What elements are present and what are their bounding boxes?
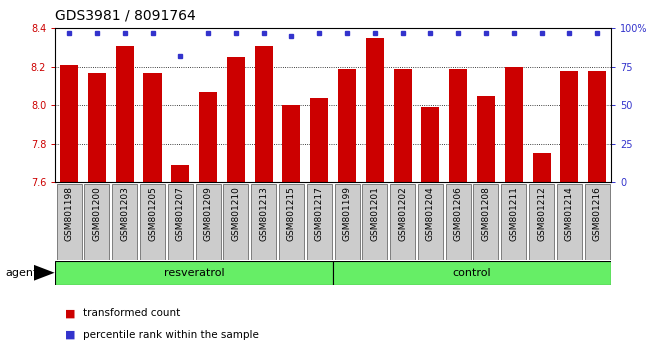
Bar (560, 71, 578, 182)
Bar (449, 69, 467, 182)
Bar (171, 165, 189, 182)
Text: GSM801200: GSM801200 (92, 186, 101, 241)
Text: GSM801211: GSM801211 (509, 186, 518, 241)
Bar (60, 65, 78, 182)
Bar (532, 153, 551, 182)
Text: transformed count: transformed count (83, 308, 181, 318)
Bar (279, 184, 304, 260)
Text: percentile rank within the sample: percentile rank within the sample (83, 330, 259, 339)
Text: GSM801208: GSM801208 (482, 186, 491, 241)
Bar (224, 184, 248, 260)
Text: GSM801198: GSM801198 (64, 186, 73, 241)
Bar (168, 184, 193, 260)
Text: ■: ■ (65, 308, 75, 318)
Bar (584, 184, 610, 260)
Text: GSM801202: GSM801202 (398, 186, 407, 241)
Bar (421, 107, 439, 182)
Bar (310, 98, 328, 182)
Bar (390, 184, 415, 260)
Bar (473, 184, 499, 260)
Text: GSM801216: GSM801216 (593, 186, 602, 241)
Bar (251, 184, 276, 260)
Bar (144, 73, 162, 182)
Text: GSM801215: GSM801215 (287, 186, 296, 241)
Bar (338, 69, 356, 182)
Bar (88, 73, 106, 182)
Polygon shape (34, 265, 55, 281)
Text: GSM801217: GSM801217 (315, 186, 324, 241)
Text: agent: agent (5, 268, 38, 278)
Text: GSM801209: GSM801209 (203, 186, 213, 241)
Bar (227, 57, 245, 182)
Bar (255, 46, 273, 182)
Bar (477, 96, 495, 182)
Bar (418, 184, 443, 260)
Bar (140, 184, 165, 260)
Bar (57, 184, 82, 260)
Bar (501, 184, 526, 260)
Text: resveratrol: resveratrol (164, 268, 224, 278)
Bar (446, 184, 471, 260)
Text: GSM801206: GSM801206 (454, 186, 463, 241)
Bar (199, 92, 217, 182)
Text: GSM801205: GSM801205 (148, 186, 157, 241)
Text: GDS3981 / 8091764: GDS3981 / 8091764 (55, 9, 196, 23)
Text: GSM801207: GSM801207 (176, 186, 185, 241)
Bar (282, 105, 300, 182)
Bar (55, 261, 333, 285)
Bar (84, 184, 109, 260)
Text: GSM801199: GSM801199 (343, 186, 352, 241)
Bar (362, 184, 387, 260)
Bar (588, 71, 606, 182)
Bar (529, 184, 554, 260)
Text: GSM801214: GSM801214 (565, 186, 574, 241)
Text: GSM801212: GSM801212 (537, 186, 546, 241)
Text: GSM801210: GSM801210 (231, 186, 240, 241)
Bar (333, 261, 611, 285)
Text: GSM801203: GSM801203 (120, 186, 129, 241)
Text: GSM801204: GSM801204 (426, 186, 435, 241)
Text: control: control (453, 268, 491, 278)
Text: GSM801213: GSM801213 (259, 186, 268, 241)
Bar (393, 69, 411, 182)
Bar (116, 46, 134, 182)
Bar (112, 184, 137, 260)
Bar (196, 184, 220, 260)
Bar (504, 67, 523, 182)
Text: ■: ■ (65, 330, 75, 339)
Bar (366, 38, 384, 182)
Bar (557, 184, 582, 260)
Text: GSM801201: GSM801201 (370, 186, 380, 241)
Bar (335, 184, 359, 260)
Bar (307, 184, 332, 260)
